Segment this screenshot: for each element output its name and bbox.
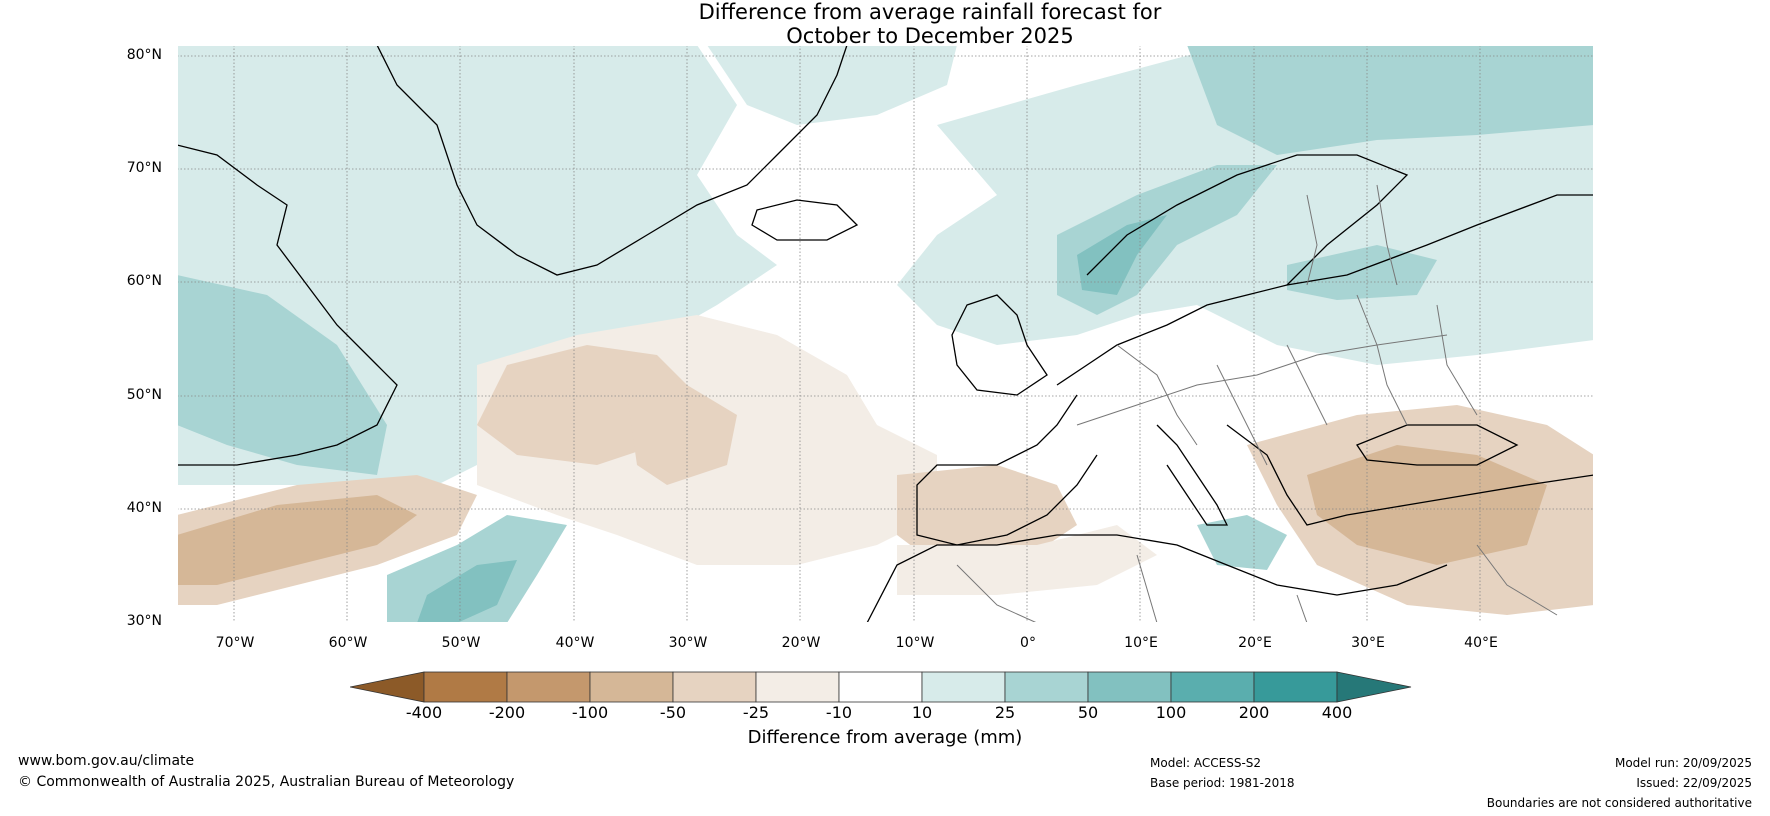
colorbar-cell xyxy=(1004,671,1089,703)
region-iberia xyxy=(897,465,1077,565)
lat-label-50n: 50°N xyxy=(126,387,162,403)
colorbar-title: Difference from average (mm) xyxy=(747,727,1023,748)
colorbar-cell xyxy=(755,671,840,703)
footer-disclaimer: Boundaries are not considered authoritat… xyxy=(1486,796,1752,810)
colorbar-label: -200 xyxy=(488,703,526,722)
coast-europe xyxy=(1056,194,1594,386)
coast-scandinavia xyxy=(1086,154,1409,286)
title-line-2: October to December 2025 xyxy=(786,24,1074,48)
coast-iberia xyxy=(916,394,1098,546)
region-western-atlantic-south-core xyxy=(177,495,417,585)
coast-north-africa xyxy=(866,534,1448,623)
lat-label-40n: 40°N xyxy=(126,500,162,516)
colorbar-label: 100 xyxy=(1155,703,1187,722)
lon-label-20w: 20°W xyxy=(781,635,821,651)
region-norway-core xyxy=(1077,215,1167,295)
region-baltic xyxy=(1287,245,1437,300)
colorbar-cell xyxy=(589,671,674,703)
colorbar-cell xyxy=(921,671,1006,703)
lon-label-20e: 20°E xyxy=(1238,635,1272,651)
country-borders xyxy=(956,184,1558,623)
lon-label-10w: 10°W xyxy=(895,635,935,651)
colorbar-label: 10 xyxy=(911,703,933,722)
region-south-atlantic-wet-core xyxy=(417,560,517,623)
lon-label-50w: 50°W xyxy=(441,635,481,651)
lon-label-0: 0° xyxy=(1020,635,1036,651)
coast-north-america xyxy=(177,144,398,466)
region-barents-sea xyxy=(1187,45,1594,155)
colorbar-cell xyxy=(838,671,923,703)
colorbar-label: 50 xyxy=(1077,703,1099,722)
lon-label-70w: 70°W xyxy=(215,635,255,651)
coastlines xyxy=(177,45,1594,623)
colorbar-label: 200 xyxy=(1238,703,1270,722)
lon-label-60w: 60°W xyxy=(328,635,368,651)
colorbar-extend-low xyxy=(350,671,425,703)
coast-british-isles xyxy=(951,294,1048,396)
lat-label-70n: 70°N xyxy=(126,160,162,176)
lon-label-30e: 30°E xyxy=(1351,635,1385,651)
lat-label-30n: 30°N xyxy=(126,613,162,629)
lon-label-40w: 40°W xyxy=(555,635,595,651)
coast-greenland xyxy=(376,45,848,276)
lon-label-40e: 40°E xyxy=(1464,635,1498,651)
region-labrador-coast xyxy=(177,275,387,475)
footer-model-run: Model run: 20/09/2025 xyxy=(1614,756,1752,770)
footer-issued: Issued: 22/09/2025 xyxy=(1636,776,1752,790)
colorbar-cell xyxy=(423,671,508,703)
coast-balkans-turkey xyxy=(1226,424,1594,526)
colorbar-cell xyxy=(1087,671,1172,703)
colorbar-cell xyxy=(1170,671,1255,703)
graticule xyxy=(177,45,1594,623)
colorbar-label: -10 xyxy=(825,703,853,722)
colorbar-label: -100 xyxy=(571,703,609,722)
colorbar-label: -25 xyxy=(742,703,770,722)
coast-italy xyxy=(1156,424,1229,526)
colorbar-cell xyxy=(506,671,591,703)
coast-black-sea xyxy=(1356,424,1519,466)
lat-label-80n: 80°N xyxy=(126,47,162,63)
footer-copyright: © Commonwealth of Australia 2025, Austra… xyxy=(18,774,515,790)
colorbar-label: 400 xyxy=(1321,703,1353,722)
footer-model: Model: ACCESS-S2 xyxy=(1150,756,1262,770)
rainfall-map xyxy=(177,45,1594,623)
footer-url[interactable]: www.bom.gov.au/climate xyxy=(18,753,195,769)
lat-label-60n: 60°N xyxy=(126,273,162,289)
colorbar-label: -50 xyxy=(659,703,687,722)
lon-label-30w: 30°W xyxy=(668,635,708,651)
footer-base-period: Base period: 1981-2018 xyxy=(1150,776,1295,790)
colorbar-label: 25 xyxy=(994,703,1016,722)
colorbar-cells xyxy=(350,671,1412,703)
colorbar-cell xyxy=(1253,671,1338,703)
region-ionian-sea xyxy=(1197,515,1287,570)
map-frame xyxy=(177,45,1594,623)
colorbar-label: -400 xyxy=(405,703,443,722)
colorbar xyxy=(350,671,1412,703)
colorbar-extend-high xyxy=(1336,671,1412,703)
region-mid-atlantic-dry xyxy=(627,385,737,485)
title-line-1: Difference from average rainfall forecas… xyxy=(698,0,1162,24)
coast-iceland xyxy=(751,199,859,241)
lon-label-10e: 10°E xyxy=(1124,635,1158,651)
colorbar-cell xyxy=(672,671,757,703)
